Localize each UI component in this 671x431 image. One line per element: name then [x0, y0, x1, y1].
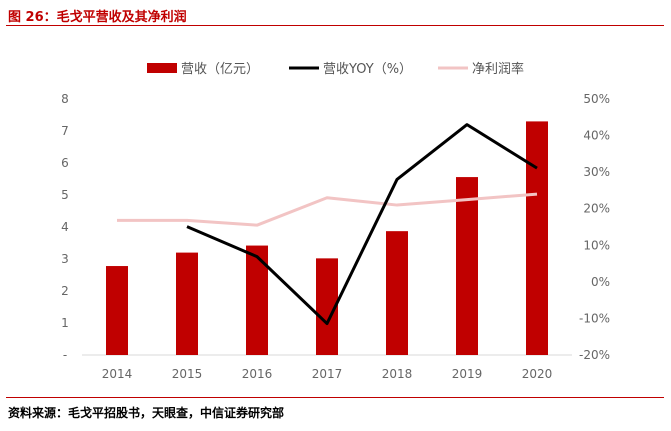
x-axis-tick: 2019 — [452, 367, 483, 381]
x-axis-tick: 2016 — [242, 367, 273, 381]
revenue-bar — [456, 177, 478, 355]
right-axis-tick: 50% — [583, 92, 610, 106]
left-axis-tick: 3 — [61, 252, 69, 266]
x-axis-tick: 2017 — [312, 367, 343, 381]
right-axis-tick: -20% — [579, 348, 610, 362]
revenue-bar — [246, 245, 268, 355]
left-axis-tick: 2 — [61, 284, 69, 298]
revenue-yoy-line — [186, 123, 538, 326]
x-axis-tick: 2015 — [172, 367, 203, 381]
left-axis-tick: 4 — [61, 220, 69, 234]
right-axis-tick: 40% — [583, 129, 610, 143]
revenue-bar — [386, 231, 408, 355]
left-axis-tick: 5 — [61, 188, 69, 202]
legend-label-revenue: 营收（亿元） — [181, 62, 259, 77]
net-margin-line — [117, 192, 538, 227]
figure-title: 图 26：毛戈平营收及其净利润 — [8, 10, 187, 25]
x-axis-tick: 2014 — [102, 367, 133, 381]
revenue-bar — [526, 121, 548, 356]
revenue-bar — [176, 252, 198, 355]
right-axis-tick: -10% — [579, 311, 610, 325]
legend-swatch-revenue — [147, 63, 177, 73]
left-axis-tick: - — [63, 348, 67, 362]
x-axis-tick: 2020 — [522, 367, 553, 381]
left-axis-tick: 6 — [61, 156, 69, 170]
revenue-bar — [106, 266, 128, 355]
x-axis-tick: 2018 — [382, 367, 413, 381]
right-axis-tick: 30% — [583, 165, 610, 179]
left-axis-tick: 7 — [61, 124, 69, 138]
right-axis-tick: 20% — [583, 202, 610, 216]
bottom-divider — [6, 397, 664, 398]
source-note: 资料来源：毛戈平招股书，天眼查，中信证券研究部 — [8, 406, 285, 420]
top-divider — [6, 25, 664, 26]
left-axis-tick: 1 — [61, 316, 69, 330]
revenue-bar — [316, 258, 338, 355]
right-axis-tick: 10% — [583, 238, 610, 252]
right-axis-tick: 0% — [591, 275, 610, 289]
legend-label-margin: 净利润率 — [472, 61, 524, 77]
legend-label-yoy: 营收YOY（%） — [323, 62, 412, 77]
left-axis-tick: 8 — [61, 92, 69, 106]
